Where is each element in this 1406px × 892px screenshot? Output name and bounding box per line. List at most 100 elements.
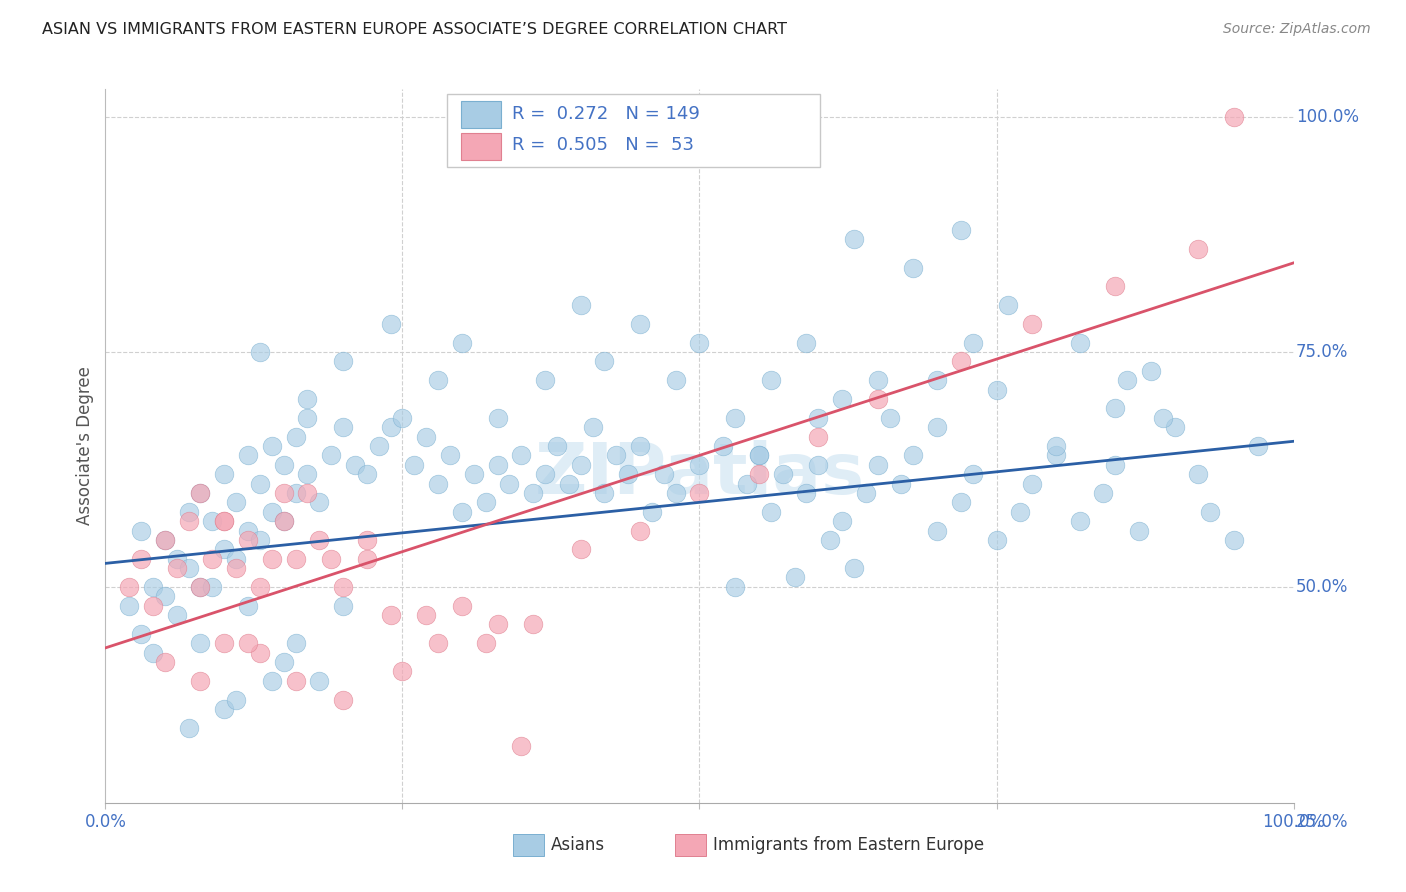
Point xyxy=(1069,514,1091,528)
Point xyxy=(249,646,271,660)
Point xyxy=(284,673,307,688)
Point xyxy=(236,524,259,538)
Point xyxy=(510,449,533,463)
Point xyxy=(356,533,378,547)
Point xyxy=(986,533,1008,547)
Point xyxy=(866,392,889,406)
Point xyxy=(214,636,236,650)
Point xyxy=(415,607,437,622)
Point xyxy=(118,599,141,613)
Point xyxy=(866,458,889,472)
Point xyxy=(214,514,236,528)
Point xyxy=(439,449,461,463)
Point xyxy=(1092,486,1115,500)
Point xyxy=(190,486,212,500)
Point xyxy=(177,514,200,528)
Point xyxy=(772,467,794,482)
Point xyxy=(225,495,247,509)
Point xyxy=(818,533,841,547)
Point xyxy=(748,467,770,482)
Point xyxy=(796,335,818,350)
Point xyxy=(1152,410,1174,425)
Point xyxy=(925,373,948,387)
Point xyxy=(284,429,307,443)
Text: Immigrants from Eastern Europe: Immigrants from Eastern Europe xyxy=(713,836,984,855)
Point xyxy=(321,449,343,463)
Point xyxy=(214,467,236,482)
Point xyxy=(1164,420,1187,434)
Point xyxy=(273,514,295,528)
Point xyxy=(308,533,330,547)
Point xyxy=(1223,533,1246,547)
Point xyxy=(522,486,544,500)
Point xyxy=(236,449,259,463)
Point xyxy=(652,467,675,482)
Point xyxy=(534,467,557,482)
Point xyxy=(391,665,413,679)
Point xyxy=(1247,439,1270,453)
Point xyxy=(641,505,664,519)
Point xyxy=(190,580,212,594)
Point xyxy=(1021,317,1043,331)
Text: Asians: Asians xyxy=(551,836,605,855)
Point xyxy=(225,692,247,706)
Point xyxy=(332,420,354,434)
Point xyxy=(807,410,830,425)
Point xyxy=(177,505,200,519)
Point xyxy=(214,702,236,716)
Point xyxy=(153,589,176,603)
Point xyxy=(166,561,188,575)
Point xyxy=(332,580,354,594)
Point xyxy=(427,636,450,650)
Point xyxy=(367,439,389,453)
Point xyxy=(866,373,889,387)
Point xyxy=(628,317,651,331)
Point xyxy=(142,599,165,613)
Point xyxy=(735,476,758,491)
Point xyxy=(558,476,581,491)
Text: R =  0.272   N = 149: R = 0.272 N = 149 xyxy=(512,105,700,123)
Text: Source: ZipAtlas.com: Source: ZipAtlas.com xyxy=(1223,22,1371,37)
Point xyxy=(783,570,806,584)
Point xyxy=(665,486,688,500)
Point xyxy=(474,495,496,509)
Point xyxy=(890,476,912,491)
Point xyxy=(177,721,200,735)
Point xyxy=(380,420,402,434)
Point xyxy=(118,580,141,594)
Point xyxy=(855,486,877,500)
Point xyxy=(879,410,901,425)
Point xyxy=(356,467,378,482)
Point xyxy=(807,458,830,472)
Text: 25.0%: 25.0% xyxy=(1296,813,1348,830)
Point xyxy=(236,599,259,613)
Point xyxy=(260,551,283,566)
Point xyxy=(450,599,472,613)
Point xyxy=(759,373,782,387)
Point xyxy=(450,843,472,857)
Point xyxy=(284,636,307,650)
Point xyxy=(569,458,592,472)
Point xyxy=(724,580,747,594)
Point xyxy=(689,335,711,350)
Point xyxy=(628,439,651,453)
Point xyxy=(297,410,319,425)
Point xyxy=(581,420,603,434)
Point xyxy=(427,373,450,387)
Point xyxy=(356,551,378,566)
Point xyxy=(1140,364,1163,378)
Point xyxy=(605,449,627,463)
Point xyxy=(380,317,402,331)
Point xyxy=(190,580,212,594)
Point xyxy=(297,467,319,482)
Point xyxy=(949,223,972,237)
Point xyxy=(153,533,176,547)
Point xyxy=(1104,458,1126,472)
Point xyxy=(415,429,437,443)
Point xyxy=(1045,439,1067,453)
Point xyxy=(903,449,925,463)
Point xyxy=(236,533,259,547)
Point xyxy=(450,335,472,350)
Point xyxy=(1045,449,1067,463)
Y-axis label: Associate's Degree: Associate's Degree xyxy=(76,367,94,525)
